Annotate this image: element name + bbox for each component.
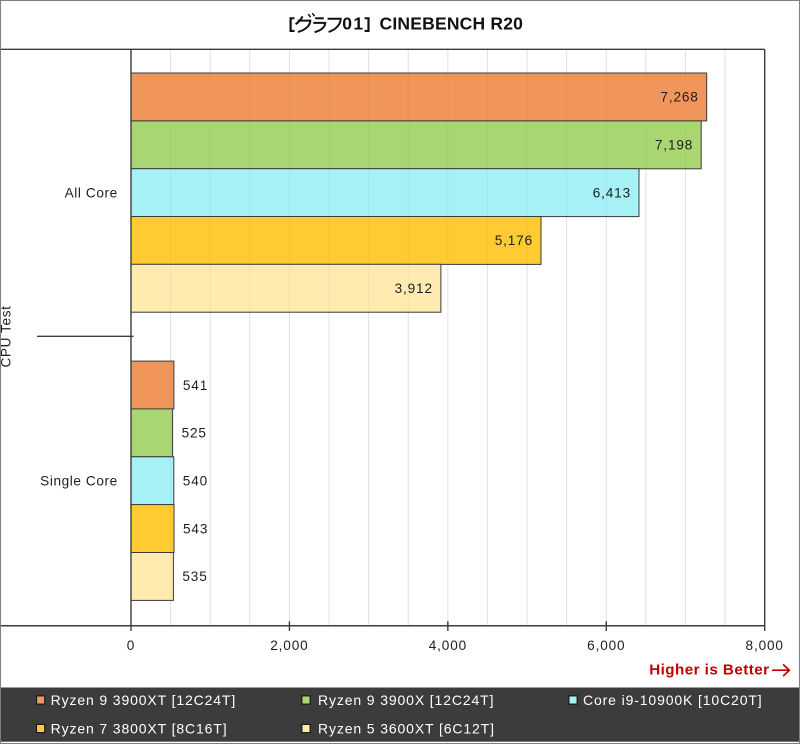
svg-text:CPU Test: CPU Test xyxy=(0,306,14,368)
svg-text:3,912: 3,912 xyxy=(395,281,433,296)
svg-text:Higher is Better: Higher is Better xyxy=(649,662,769,679)
svg-text:Ryzen 9 3900X [12C24T]: Ryzen 9 3900X [12C24T] xyxy=(318,692,494,708)
svg-text:All Core: All Core xyxy=(65,185,118,200)
svg-text:Single Core: Single Core xyxy=(40,473,118,488)
svg-text:01: 01 xyxy=(342,14,364,34)
svg-text:541: 541 xyxy=(183,378,208,393)
svg-text:CINEBENCH R20: CINEBENCH R20 xyxy=(380,14,524,34)
svg-text:2,000: 2,000 xyxy=(270,638,308,653)
svg-text:543: 543 xyxy=(183,521,208,536)
svg-text:Ryzen 9 3900XT [12C24T]: Ryzen 9 3900XT [12C24T] xyxy=(51,692,237,708)
svg-text:0: 0 xyxy=(127,638,135,653)
svg-text:540: 540 xyxy=(183,473,208,488)
svg-text:Ryzen 5 3600XT [6C12T]: Ryzen 5 3600XT [6C12T] xyxy=(318,721,495,737)
svg-text:6,413: 6,413 xyxy=(593,185,631,200)
svg-text:8,000: 8,000 xyxy=(746,638,784,653)
svg-text:7,198: 7,198 xyxy=(655,138,693,153)
svg-text:535: 535 xyxy=(182,569,207,584)
svg-text:525: 525 xyxy=(182,426,207,441)
svg-text:6,000: 6,000 xyxy=(587,638,625,653)
svg-text:Ryzen 7 3800XT [8C16T]: Ryzen 7 3800XT [8C16T] xyxy=(51,721,228,737)
svg-text:7,268: 7,268 xyxy=(660,90,698,105)
svg-text:4,000: 4,000 xyxy=(429,638,467,653)
svg-text:Core i9-10900K [10C20T]: Core i9-10900K [10C20T] xyxy=(583,692,763,708)
svg-text:5,176: 5,176 xyxy=(495,233,533,248)
